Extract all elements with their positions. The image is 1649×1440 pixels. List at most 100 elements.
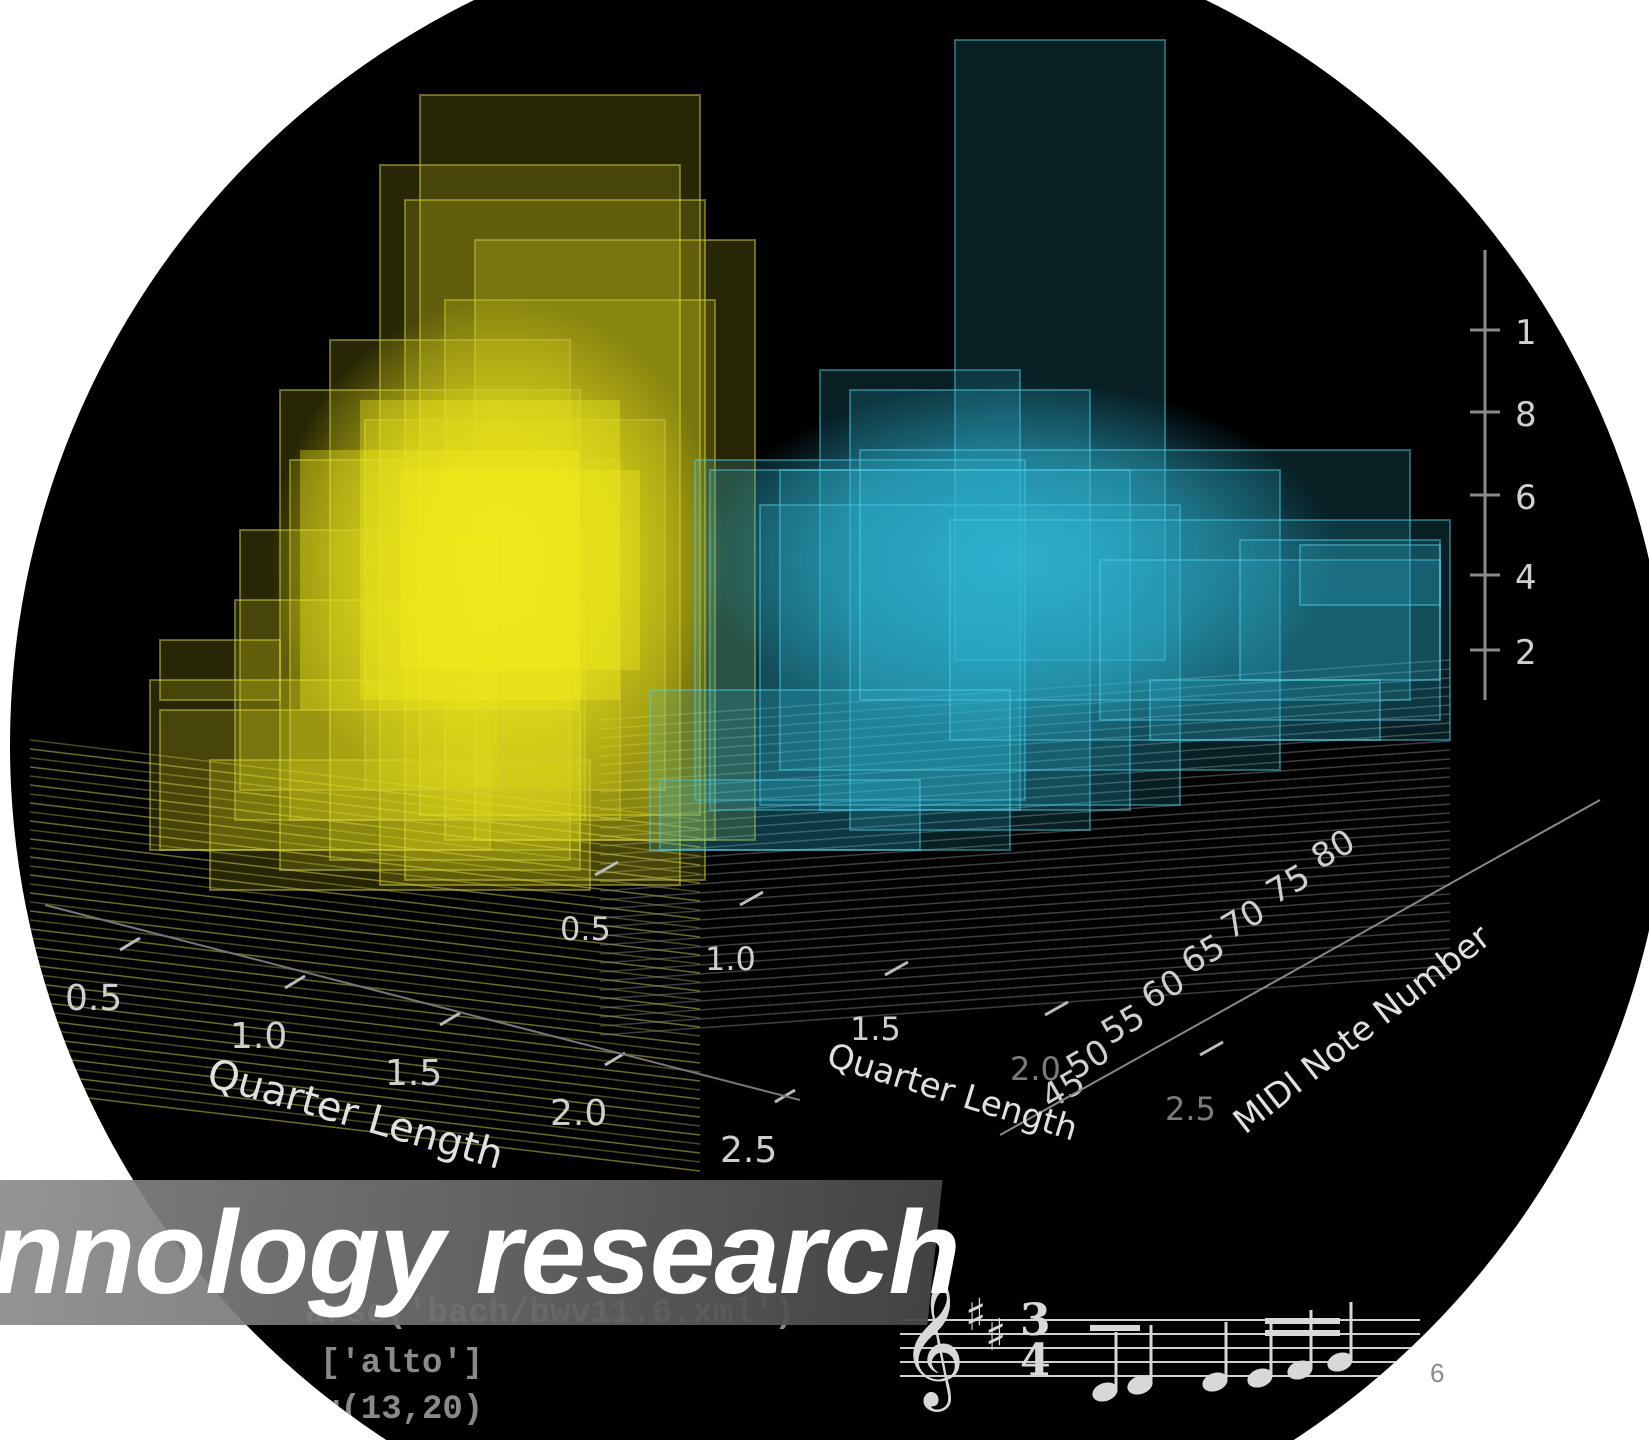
- floor-line: [599, 929, 1451, 991]
- yellow-bar-panel: [379, 164, 681, 886]
- floor-line: [599, 893, 1451, 955]
- yellow-bar-panel: [364, 419, 666, 791]
- note-beam: [1265, 1330, 1340, 1336]
- floor-line: [599, 722, 1451, 784]
- left-axis-tick: [284, 974, 306, 990]
- yellow-bar-panel: [404, 199, 706, 881]
- floor-line: [29, 919, 701, 1001]
- floor-line: [599, 965, 1451, 1027]
- floor-line: [599, 884, 1451, 946]
- blue-bar-panel: [1239, 539, 1441, 681]
- floor-line: [29, 928, 701, 1010]
- count-tick-label: 1: [1515, 313, 1537, 353]
- note-head: [1287, 1360, 1313, 1380]
- note-beam: [1265, 1318, 1340, 1324]
- floor-line: [599, 830, 1451, 892]
- floor-line: [29, 955, 701, 1037]
- floor-line: [599, 956, 1451, 1018]
- floor-line: [599, 794, 1451, 856]
- floor-line: [29, 1018, 701, 1100]
- middle-axis-tick: [1044, 1000, 1069, 1017]
- floor-line: [29, 1027, 701, 1109]
- blue-bar-panel: [759, 504, 1181, 806]
- blue-bar-panel: [949, 519, 1451, 741]
- floor-line: [29, 757, 701, 839]
- key-signature-sharp-2: ♯: [985, 1310, 1006, 1361]
- left-axis: 0.5 1.0 1.5 2.0 2.5: [44, 904, 801, 1171]
- floor-line: [29, 1045, 701, 1127]
- yellow-series: [149, 94, 756, 891]
- blue-bar-panel: [859, 449, 1411, 701]
- floor-line: [29, 1000, 701, 1082]
- floor-line: [29, 1054, 701, 1136]
- floor-line: [599, 731, 1451, 793]
- yellow-bar-panel: [419, 94, 701, 816]
- floor-line: [599, 848, 1451, 910]
- floor-line: [29, 793, 701, 875]
- floor-line: [29, 1036, 701, 1118]
- left-axis-tick-label: 0.5: [65, 978, 122, 1019]
- middle-axis-tick: [1199, 1040, 1224, 1057]
- blue-bar-panel: [709, 469, 1131, 811]
- floor-line: [29, 1072, 701, 1154]
- left-axis-tick-label: 2.0: [550, 1093, 607, 1134]
- left-axis-tick: [119, 936, 141, 952]
- midi-axis-line: [999, 799, 1601, 1136]
- middle-axis-tick: [594, 860, 619, 877]
- floor-line: [29, 847, 701, 929]
- floor-line: [29, 784, 701, 866]
- middle-axis: 0.5 1.0 1.5 2.0 2.5: [560, 860, 1224, 1128]
- floor-line: [29, 766, 701, 848]
- note-head: [1092, 1382, 1118, 1402]
- floor-line: [29, 1063, 701, 1145]
- floor-line: [29, 1009, 701, 1091]
- page-number: 6: [1430, 1358, 1445, 1388]
- middle-axis-tick: [884, 960, 909, 977]
- blue-bar-panel: [1099, 559, 1441, 721]
- floor-line: [29, 1090, 701, 1172]
- middle-axis-tick-label: 2.0: [1010, 1050, 1061, 1088]
- floor-line: [29, 874, 701, 956]
- left-axis-tick-label: 1.0: [230, 1016, 287, 1057]
- music-notes: [1090, 1302, 1353, 1402]
- floor-line: [29, 973, 701, 1055]
- yellow-bar-panel: [149, 679, 491, 851]
- floor-line: [29, 892, 701, 974]
- left-axis-tick: [604, 1051, 626, 1067]
- blue-bar-panel: [1299, 544, 1441, 606]
- floor-line: [29, 811, 701, 893]
- blue-bar-panel: [819, 369, 1021, 811]
- floor-line: [599, 857, 1451, 919]
- floor-line: [29, 883, 701, 965]
- floor-line: [599, 749, 1451, 811]
- floor-line: [599, 713, 1451, 775]
- floor-line: [599, 866, 1451, 928]
- middle-axis-tick-label: 1.5: [850, 1010, 901, 1048]
- floor-line: [29, 865, 701, 947]
- floor-line: [29, 937, 701, 1019]
- floor-line: [29, 901, 701, 983]
- floor-line: [599, 875, 1451, 937]
- blue-bar-panel: [694, 459, 1026, 801]
- floor-line: [599, 740, 1451, 802]
- yellow-bar-panel: [300, 450, 580, 710]
- floor-line: [599, 920, 1451, 982]
- yellow-bar-panel: [234, 599, 586, 821]
- blue-bar-panel: [659, 779, 921, 851]
- blue-bar-panel: [649, 689, 1011, 851]
- floor-line: [599, 776, 1451, 838]
- code-line-3: g(13,20): [320, 1391, 483, 1429]
- count-tick-label: 2: [1515, 633, 1537, 673]
- floor-line: [29, 802, 701, 884]
- floor-line: [599, 938, 1451, 1000]
- yellow-bar-panel: [360, 400, 620, 700]
- floor-line: [599, 974, 1451, 1036]
- blue-bar-panel: [954, 39, 1166, 661]
- banner-title: nnology research: [0, 1187, 961, 1319]
- blue-bar-panel: [1149, 679, 1381, 741]
- count-tick-label: 6: [1515, 478, 1537, 518]
- floor-line: [599, 947, 1451, 1009]
- time-signature-bottom: 4: [1020, 1335, 1051, 1386]
